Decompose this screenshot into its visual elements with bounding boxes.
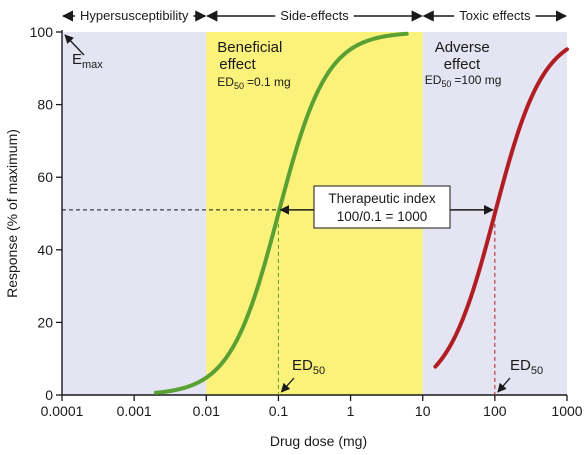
y-tick-label: 60 bbox=[37, 169, 53, 185]
side-effects-label: Side-effects bbox=[280, 8, 349, 23]
beneficial-ed50-subscript: 50 bbox=[234, 81, 244, 91]
beneficial-effect-curve bbox=[153, 31, 409, 395]
hypersusceptibility-label-bg bbox=[74, 7, 194, 24]
ed50-beneficial-marker-subscript: 50 bbox=[313, 365, 325, 377]
ed50-beneficial-marker-label: ED50 bbox=[292, 357, 325, 377]
emax-label: Emax bbox=[72, 51, 103, 71]
adverse-effect-curve bbox=[433, 47, 569, 369]
emax-subscript: max bbox=[82, 59, 103, 71]
y-tick-label: 40 bbox=[37, 242, 53, 258]
x-tick-label: 0.01 bbox=[193, 403, 220, 419]
x-axis-ticks: 0.0001 0.001 0.01 0.1 1 10 100 1000 bbox=[41, 395, 583, 419]
adverse-ed50-value-label: ED50 =100 mg bbox=[425, 73, 502, 89]
y-axis-label: Response (% of maximum) bbox=[4, 129, 20, 298]
x-tick-label: 1000 bbox=[551, 403, 582, 419]
region-hypersusceptibility bbox=[62, 32, 207, 395]
adverse-ed50-value: =100 mg bbox=[454, 73, 501, 87]
adverse-ed50-subscript: 50 bbox=[441, 79, 451, 89]
toxic-effects-label: Toxic effects bbox=[459, 8, 531, 23]
ed50-beneficial-arrow bbox=[280, 377, 295, 393]
x-tick-label: 100 bbox=[483, 403, 507, 419]
y-tick-label: 20 bbox=[37, 314, 53, 330]
x-tick-label: 0.0001 bbox=[41, 403, 84, 419]
therapeutic-index-box bbox=[313, 185, 451, 229]
x-tick-label: 10 bbox=[415, 403, 431, 419]
y-tick-label: 80 bbox=[37, 97, 53, 113]
ed50-adverse-arrow bbox=[497, 377, 511, 393]
beneficial-effect-label-line2: effect bbox=[219, 56, 256, 73]
y-axis-ticks: 0 20 40 60 80 100 bbox=[30, 24, 62, 403]
therapeutic-index-formula: 100/0.1 = 1000 bbox=[337, 209, 427, 224]
y-tick-label: 0 bbox=[45, 387, 53, 403]
x-tick-label: 0.1 bbox=[269, 403, 289, 419]
beneficial-ed50-value-label: ED50 =0.1 mg bbox=[217, 75, 290, 91]
ed50-adverse-marker-label: ED50 bbox=[510, 357, 543, 377]
hypersusceptibility-label: Hypersusceptibility bbox=[80, 8, 189, 23]
side-effects-label-bg bbox=[275, 7, 354, 24]
beneficial-ed50-value: =0.1 mg bbox=[247, 75, 291, 89]
beneficial-effect-label-line1: Beneficial bbox=[217, 39, 282, 56]
y-tick-label: 100 bbox=[30, 24, 54, 40]
adverse-effect-label-line2: effect bbox=[444, 56, 481, 73]
adverse-effect-label-line1: Adverse bbox=[435, 39, 490, 56]
therapeutic-index-title: Therapeutic index bbox=[328, 191, 436, 206]
x-tick-label: 1 bbox=[347, 403, 355, 419]
toxic-effects-label-bg bbox=[454, 7, 536, 24]
ed50-adverse-marker-subscript: 50 bbox=[531, 365, 543, 377]
x-tick-label: 0.001 bbox=[117, 403, 152, 419]
x-axis-label: Drug dose (mg) bbox=[270, 433, 367, 449]
emax-arrow bbox=[64, 34, 85, 56]
